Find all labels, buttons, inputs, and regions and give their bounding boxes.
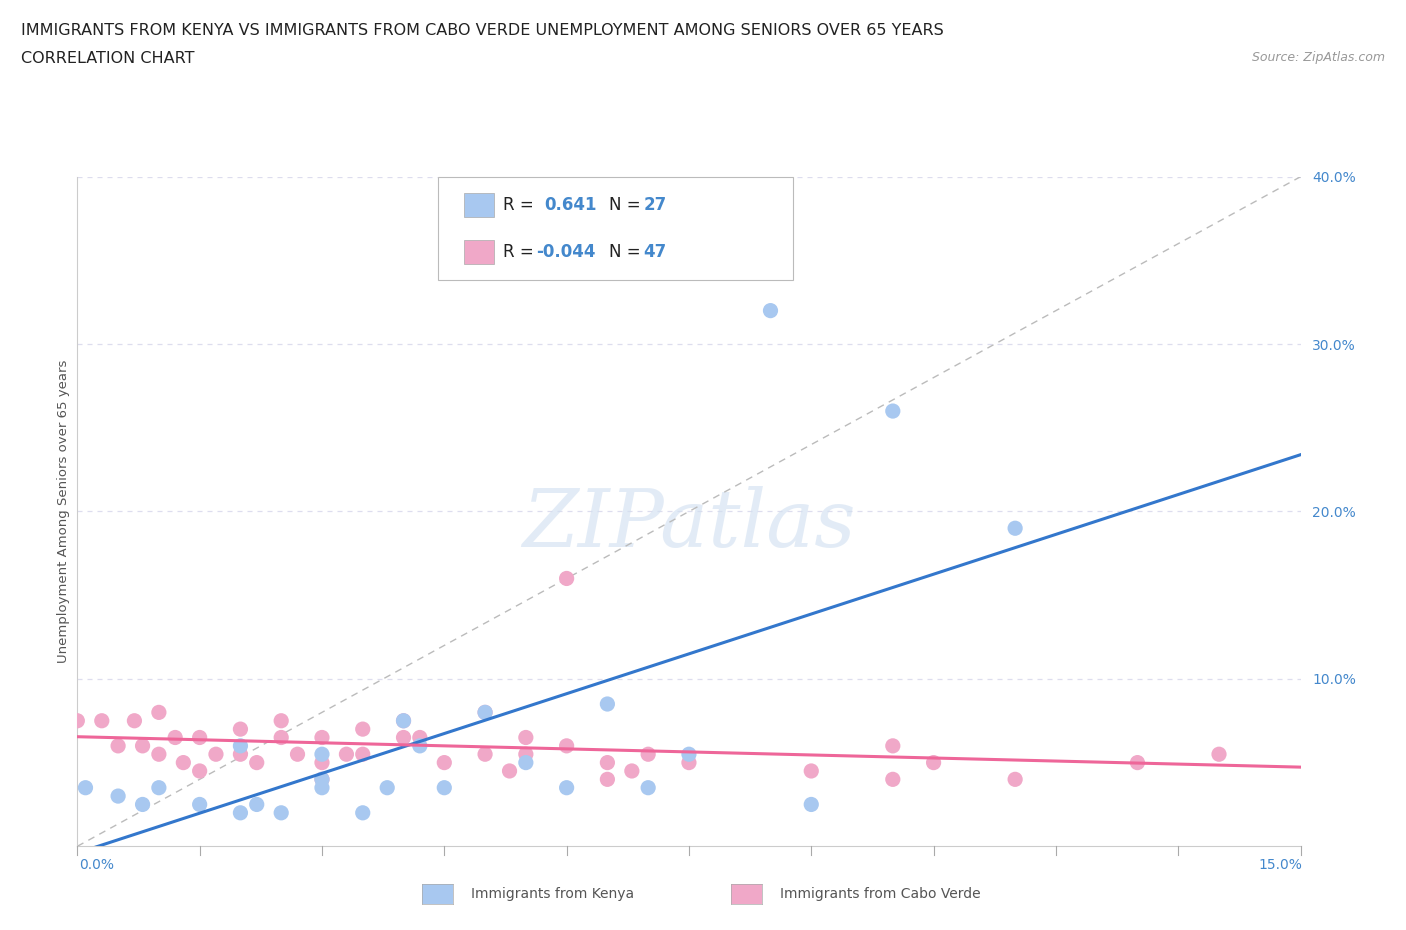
Point bbox=[311, 730, 333, 745]
Point bbox=[882, 738, 904, 753]
Text: R =: R = bbox=[503, 243, 534, 260]
Point bbox=[1004, 521, 1026, 536]
Point bbox=[474, 705, 496, 720]
FancyBboxPatch shape bbox=[464, 240, 495, 264]
Point bbox=[759, 303, 782, 318]
Text: 0.641: 0.641 bbox=[544, 196, 598, 214]
Point bbox=[433, 755, 456, 770]
Point bbox=[1126, 755, 1149, 770]
FancyBboxPatch shape bbox=[464, 193, 495, 217]
Point bbox=[498, 764, 520, 778]
Point bbox=[270, 713, 292, 728]
Point bbox=[555, 738, 578, 753]
Point bbox=[229, 738, 252, 753]
Point bbox=[107, 738, 129, 753]
Point bbox=[555, 780, 578, 795]
Point bbox=[205, 747, 228, 762]
Point bbox=[515, 755, 537, 770]
Point bbox=[229, 722, 252, 737]
Point bbox=[392, 713, 415, 728]
Point bbox=[678, 747, 700, 762]
Point bbox=[131, 738, 153, 753]
Point bbox=[335, 747, 357, 762]
Point bbox=[409, 738, 432, 753]
Point bbox=[555, 571, 578, 586]
Point bbox=[124, 713, 146, 728]
Point bbox=[311, 755, 333, 770]
Text: 0.0%: 0.0% bbox=[79, 857, 114, 872]
Point bbox=[270, 805, 292, 820]
Point bbox=[409, 730, 432, 745]
Text: Source: ZipAtlas.com: Source: ZipAtlas.com bbox=[1251, 51, 1385, 64]
Point bbox=[352, 805, 374, 820]
Point bbox=[882, 404, 904, 418]
Point bbox=[596, 755, 619, 770]
Point bbox=[311, 772, 333, 787]
Point bbox=[172, 755, 194, 770]
Text: N =: N = bbox=[609, 243, 641, 260]
Point bbox=[229, 805, 252, 820]
Text: 15.0%: 15.0% bbox=[1258, 857, 1302, 872]
Point bbox=[620, 764, 643, 778]
Point bbox=[75, 780, 97, 795]
Point bbox=[375, 780, 398, 795]
Point bbox=[352, 722, 374, 737]
Point bbox=[188, 730, 211, 745]
Point bbox=[392, 730, 415, 745]
Point bbox=[311, 747, 333, 762]
Point bbox=[148, 747, 170, 762]
Point bbox=[165, 730, 187, 745]
Point bbox=[287, 747, 309, 762]
Point bbox=[188, 797, 211, 812]
Point bbox=[66, 713, 89, 728]
Text: -0.044: -0.044 bbox=[536, 243, 596, 260]
Point bbox=[148, 705, 170, 720]
Point bbox=[433, 780, 456, 795]
Point bbox=[188, 764, 211, 778]
Text: CORRELATION CHART: CORRELATION CHART bbox=[21, 51, 194, 66]
Point bbox=[311, 780, 333, 795]
Point bbox=[148, 780, 170, 795]
Point bbox=[596, 697, 619, 711]
Point bbox=[246, 755, 269, 770]
Text: Immigrants from Kenya: Immigrants from Kenya bbox=[471, 886, 634, 901]
Point bbox=[882, 772, 904, 787]
Point bbox=[637, 747, 659, 762]
Text: N =: N = bbox=[609, 196, 641, 214]
Point bbox=[311, 772, 333, 787]
Point bbox=[1208, 747, 1230, 762]
Point bbox=[1004, 772, 1026, 787]
Point bbox=[800, 797, 823, 812]
Point bbox=[922, 755, 945, 770]
Point bbox=[392, 713, 415, 728]
Text: IMMIGRANTS FROM KENYA VS IMMIGRANTS FROM CABO VERDE UNEMPLOYMENT AMONG SENIORS O: IMMIGRANTS FROM KENYA VS IMMIGRANTS FROM… bbox=[21, 23, 943, 38]
Point bbox=[800, 764, 823, 778]
Text: 47: 47 bbox=[644, 243, 666, 260]
Point bbox=[90, 713, 112, 728]
Point bbox=[596, 772, 619, 787]
Text: ZIPatlas: ZIPatlas bbox=[522, 486, 856, 564]
Point bbox=[107, 789, 129, 804]
Point bbox=[515, 747, 537, 762]
Point bbox=[474, 747, 496, 762]
Point bbox=[474, 705, 496, 720]
Point bbox=[131, 797, 153, 812]
Point bbox=[678, 755, 700, 770]
Point bbox=[246, 797, 269, 812]
Point bbox=[270, 730, 292, 745]
Y-axis label: Unemployment Among Seniors over 65 years: Unemployment Among Seniors over 65 years bbox=[58, 360, 70, 663]
Point bbox=[515, 730, 537, 745]
Text: Immigrants from Cabo Verde: Immigrants from Cabo Verde bbox=[780, 886, 981, 901]
FancyBboxPatch shape bbox=[439, 177, 793, 281]
Point bbox=[637, 780, 659, 795]
Point bbox=[229, 747, 252, 762]
Text: R =: R = bbox=[503, 196, 534, 214]
Point bbox=[352, 747, 374, 762]
Text: 27: 27 bbox=[644, 196, 666, 214]
